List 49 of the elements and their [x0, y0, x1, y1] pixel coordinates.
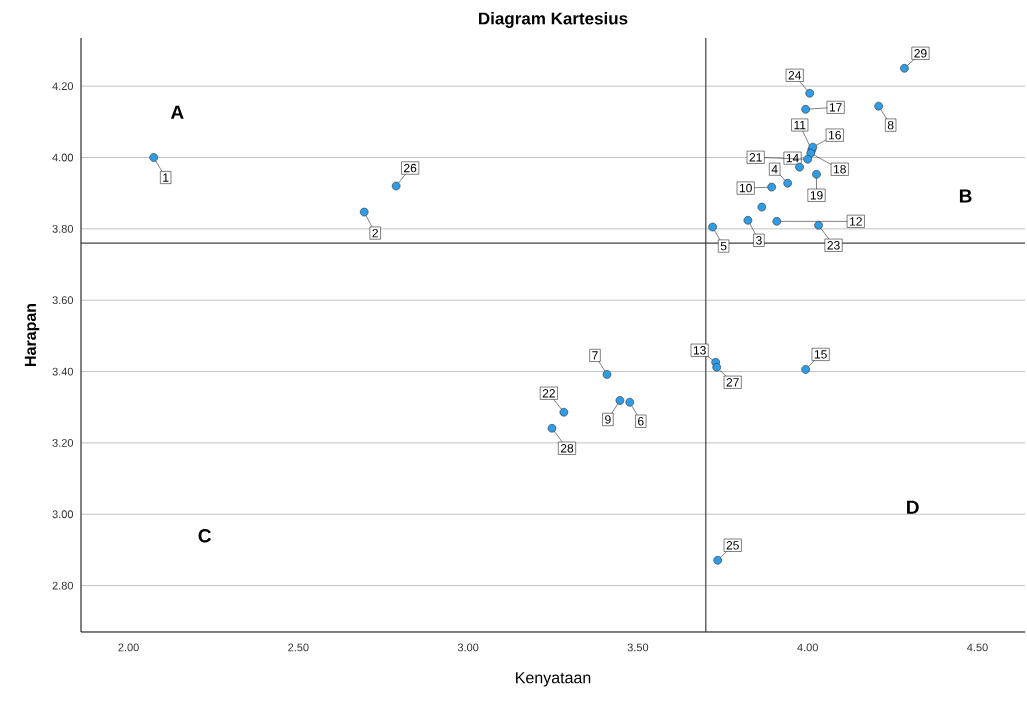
y-tick-label: 3.20 — [52, 439, 74, 447]
annotation: 21 — [749, 153, 762, 162]
x-tick-label: 3.00 — [457, 643, 479, 652]
annotation: 29 — [914, 49, 927, 58]
y-tick-label: 4.00 — [52, 153, 74, 162]
annotation: 9 — [605, 415, 611, 424]
annotation: 19 — [810, 191, 823, 200]
x-tick-label: 2.00 — [118, 643, 139, 652]
annotation: 22 — [542, 389, 555, 398]
y-tick-label: 3.80 — [52, 224, 74, 233]
annotation: 5 — [720, 241, 727, 251]
annotation: 7 — [592, 351, 598, 360]
annotation: 12 — [850, 217, 862, 226]
annotation: 17 — [829, 103, 842, 112]
y-axis-title: Harapan — [24, 303, 40, 366]
annotation: C — [198, 529, 211, 543]
annotation: 18 — [833, 164, 846, 174]
y-tick-label: 3.40 — [52, 367, 74, 376]
x-tick-label: 2.50 — [288, 643, 309, 652]
annotation: 25 — [726, 541, 739, 550]
chart-title: Diagram Kartesius — [479, 12, 628, 28]
annotation: 2 — [372, 228, 378, 238]
annotation: 28 — [560, 444, 574, 453]
annotation: A — [170, 105, 184, 119]
y-tick-label: 3.00 — [52, 510, 74, 519]
x-tick-label: 3.50 — [627, 643, 649, 652]
annotation: 10 — [739, 183, 752, 193]
annotation: 16 — [829, 130, 841, 140]
annotation: B — [959, 189, 972, 203]
annotation: 15 — [814, 350, 827, 359]
annotation: 27 — [726, 378, 739, 387]
x-tick-label: 4.50 — [967, 643, 988, 652]
annotation: 4 — [771, 165, 778, 174]
annotation: 14 — [786, 154, 799, 163]
annotation: 23 — [827, 241, 840, 250]
x-axis-title: Kenyataan — [516, 672, 591, 687]
annotation: 24 — [788, 71, 802, 80]
y-tick-label: 3.60 — [52, 296, 74, 305]
x-tick-label: 4.00 — [797, 643, 818, 652]
annotation: D — [907, 500, 919, 514]
y-tick-label: 4.20 — [52, 82, 74, 91]
annotation: 3 — [756, 236, 762, 245]
annotation: 8 — [887, 120, 894, 130]
y-tick-label: 2.80 — [52, 581, 74, 590]
annotation: 13 — [693, 346, 706, 355]
annotation: 1 — [163, 173, 169, 182]
annotation: 26 — [404, 163, 417, 173]
annotation: 6 — [638, 416, 644, 426]
annotation: 11 — [794, 120, 806, 130]
